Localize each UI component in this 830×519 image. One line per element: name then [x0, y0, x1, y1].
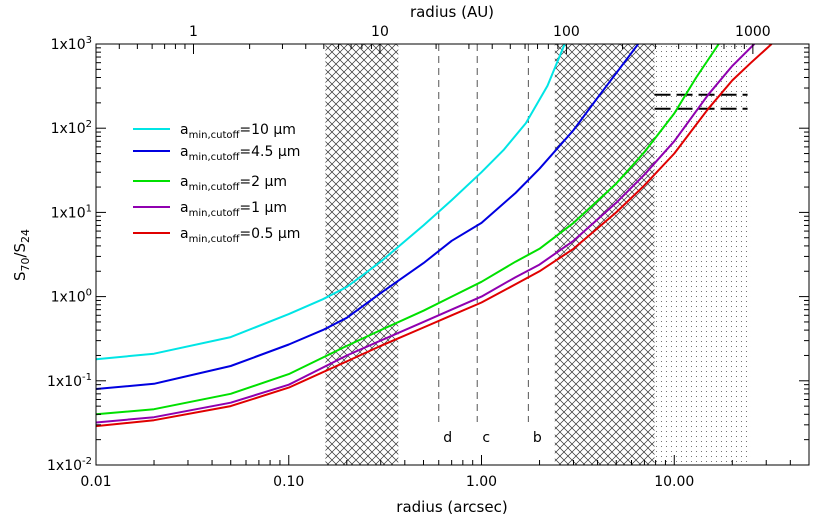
legend-label-0: amin,cutoff=10 μm [180, 122, 296, 141]
observed-limit-lines [654, 93, 748, 110]
x-tick-label: 1.00 [466, 474, 497, 490]
axes: 0.01 0.10 1.00 10.00 1 10 100 1000 1x10-2 1x10-1 1… [47, 24, 810, 490]
y-tick-label: 1x102 [51, 119, 92, 137]
plot-frame [95, 43, 810, 466]
marker-label-c: c [482, 430, 490, 446]
series-curves [96, 44, 773, 428]
y-tick-label: 1x101 [51, 203, 92, 221]
top-x-tick-label: 1000 [735, 24, 771, 40]
y-tick-label: 1x100 [51, 288, 92, 306]
legend-label-1: amin,cutoff=4.5 μm [180, 144, 300, 163]
top-x-axis-label: radius (AU) [410, 3, 494, 21]
series-line-0 [96, 44, 566, 361]
series-line-4 [96, 44, 773, 428]
shaded-region-crosshatch [325, 44, 399, 465]
top-x-tick-label: 100 [553, 24, 580, 40]
shaded-region-dotted [654, 44, 751, 465]
shaded-region-crosshatch [554, 44, 655, 465]
marker-label-b: b [533, 430, 542, 446]
y-axis-label-sub1: 70 [19, 258, 32, 272]
top-x-tick-label: 10 [371, 24, 389, 40]
x-axis-label: radius (arcsec) [396, 498, 507, 516]
y-axis-label: S70/S24 [11, 229, 32, 281]
x-tick-label: 10.00 [654, 474, 694, 490]
series-line-2 [96, 44, 720, 416]
legend-label-3: amin,cutoff=1 μm [180, 200, 287, 219]
x-tick-label: 0.01 [80, 474, 111, 490]
series-line-1 [96, 44, 639, 390]
y-axis-label-sub2: 24 [19, 229, 32, 243]
shaded-regions [325, 44, 751, 465]
y-axis-label-s: S [11, 272, 29, 282]
marker-label-d: d [443, 430, 452, 446]
x-tick-label: 0.10 [273, 474, 304, 490]
y-tick-label: 1x10-2 [47, 456, 92, 474]
legend: amin,cutoff=10 μm amin,cutoff=4.5 μm amin,… [133, 122, 300, 245]
y-axis-label-slash: /S [11, 243, 29, 258]
y-tick-label: 1x10-1 [47, 372, 92, 390]
legend-label-4: amin,cutoff=0.5 μm [180, 226, 300, 245]
series-line-3 [96, 44, 756, 424]
legend-label-2: amin,cutoff=2 μm [180, 174, 287, 193]
top-x-tick-label: 1 [189, 24, 198, 40]
y-tick-label: 1x103 [51, 35, 92, 53]
